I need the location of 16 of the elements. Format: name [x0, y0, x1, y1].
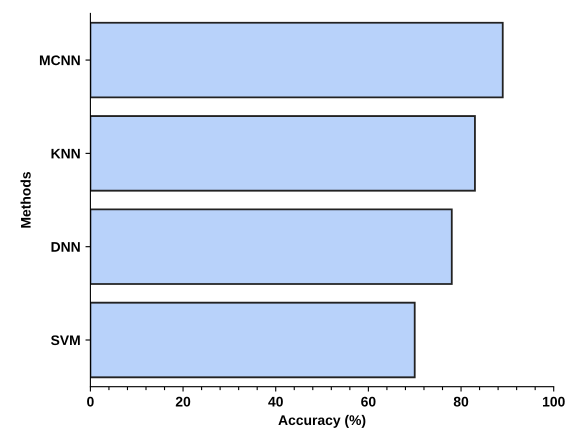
y-tick-label: SVM: [50, 335, 80, 346]
bar: [90, 115, 476, 192]
x-tick-label: 80: [454, 396, 468, 407]
y-tick-label: DNN: [52, 242, 80, 252]
y-axis-title: Methods: [20, 172, 31, 228]
bar: [90, 22, 504, 98]
x-tick-label: 0: [87, 396, 94, 407]
bar: [90, 208, 453, 285]
x-tick-label: 100: [542, 396, 565, 407]
x-tick-label: 20: [176, 396, 190, 407]
y-tick-label: MCNN: [40, 55, 80, 66]
x-tick-label: 60: [361, 396, 376, 407]
x-tick-label: 40: [268, 396, 283, 407]
bar: [90, 302, 416, 378]
y-tick-label: KNN: [52, 148, 80, 158]
x-axis-title: Accuracy (%): [278, 414, 366, 428]
